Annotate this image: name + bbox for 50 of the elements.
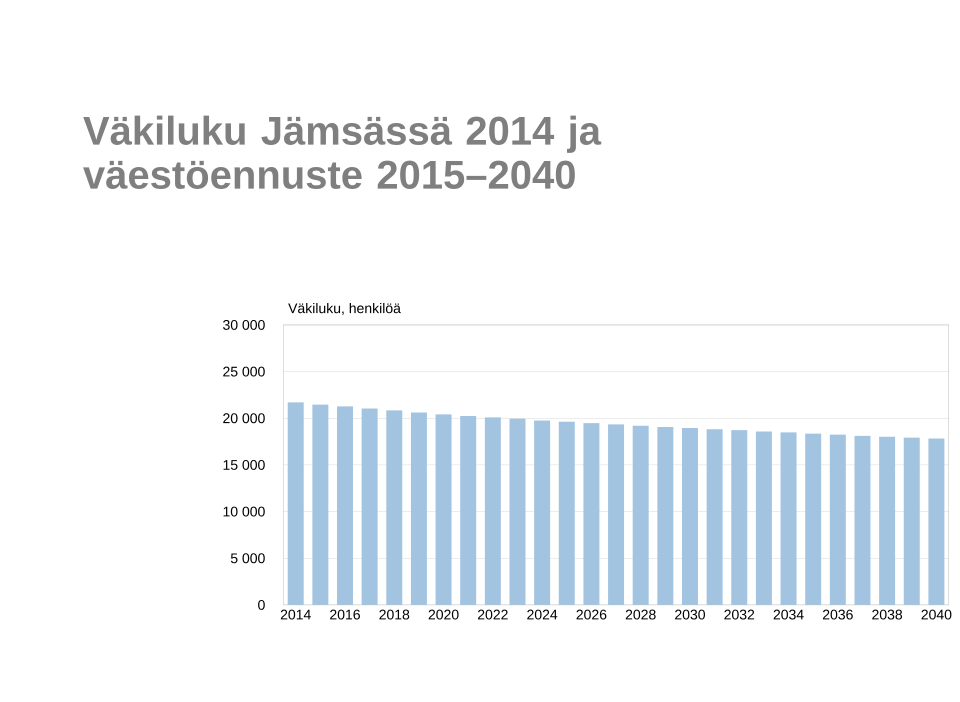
bar <box>288 402 304 605</box>
y-tick-label: 10 000 <box>224 506 265 517</box>
bar <box>756 432 772 605</box>
bar <box>583 423 600 605</box>
x-tick-label: 2032 <box>724 610 754 620</box>
y-tick-label: 20 000 <box>223 413 265 424</box>
bar <box>632 426 649 605</box>
bar <box>484 417 501 605</box>
bar <box>558 422 575 605</box>
bar <box>879 436 896 605</box>
x-tick-label: 2036 <box>822 610 853 620</box>
bar <box>460 416 476 605</box>
bar <box>386 410 402 605</box>
bar <box>410 412 427 605</box>
x-tick-label: 2026 <box>576 610 606 620</box>
bar <box>534 420 550 605</box>
bar <box>657 427 674 605</box>
y-tick-label: 5 000 <box>230 553 265 564</box>
bar <box>706 429 723 605</box>
y-tick-label: 30 000 <box>223 320 265 330</box>
x-tick-label: 2030 <box>675 610 705 620</box>
bar <box>904 438 920 605</box>
y-tick-label: 0 <box>258 600 265 610</box>
x-tick-label: 2022 <box>478 610 508 620</box>
x-tick-label: 2016 <box>330 610 360 620</box>
chart-title: Väkiluku Jämsässä 2014 ja väestöennuste 2015–2040 <box>83 116 602 189</box>
bar <box>731 430 748 605</box>
y-tick-label: 15 000 <box>224 460 265 470</box>
x-tick-label: 2028 <box>626 610 656 620</box>
bar <box>608 424 624 605</box>
x-tick-label: 2020 <box>428 610 459 620</box>
x-tick-label: 2014 <box>280 610 311 620</box>
bar <box>854 436 870 605</box>
x-tick-label: 2038 <box>872 610 902 620</box>
bar <box>336 406 353 605</box>
bar <box>509 418 526 605</box>
bar <box>362 408 378 605</box>
bar <box>436 414 452 605</box>
x-tick-label: 2024 <box>527 610 558 620</box>
y-axis-title: Väkiluku, henkilöä <box>288 302 401 315</box>
bar <box>682 428 698 605</box>
bar <box>830 434 846 605</box>
x-tick-label: 2034 <box>774 610 804 620</box>
bar <box>805 434 822 605</box>
bar <box>780 432 797 605</box>
x-tick-label: 2040 <box>922 610 952 620</box>
bar <box>928 438 944 605</box>
x-tick-label: 2018 <box>379 610 410 620</box>
bar <box>312 404 328 605</box>
y-tick-label: 25 000 <box>223 366 265 377</box>
